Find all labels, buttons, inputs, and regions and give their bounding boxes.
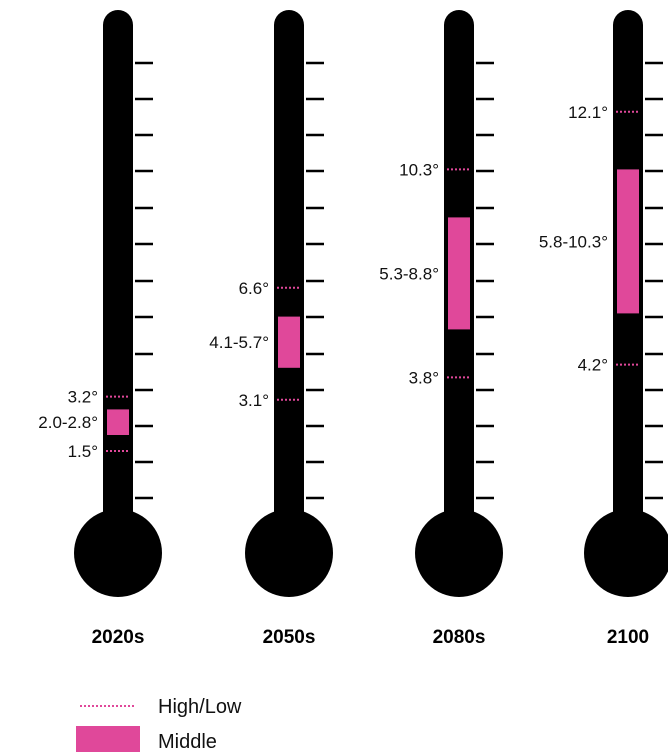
period-label: 2100 xyxy=(607,627,649,648)
thermometer-2050s: 6.6° 3.1° 4.1-5.7° 2050s xyxy=(209,10,333,648)
middle-range-label: 5.3-8.8° xyxy=(379,264,439,283)
legend-middle-swatch xyxy=(76,726,140,752)
thermometer-bulb xyxy=(245,509,333,597)
low-label: 3.8° xyxy=(409,368,439,387)
thermometer-2080s: 10.3° 3.8° 5.3-8.8° 2080s xyxy=(379,10,503,648)
middle-range-label: 5.8-10.3° xyxy=(539,232,608,251)
thermometer-tube xyxy=(103,10,133,553)
thermometer-bulb xyxy=(415,509,503,597)
middle-range-bar xyxy=(448,217,470,330)
high-label: 6.6° xyxy=(239,279,269,298)
thermometers: 3.2° 1.5° 2.0-2.8° 2020s 6.6° 3.1° 4.1-5.7° 205… xyxy=(38,10,668,648)
thermometer-2100: 12.1° 4.2° 5.8-10.3° 2100 xyxy=(539,10,668,648)
thermometer-bulb xyxy=(74,509,162,597)
high-label: 10.3° xyxy=(399,160,439,179)
thermometer-tube xyxy=(274,10,304,553)
high-label: 3.2° xyxy=(68,388,98,407)
middle-range-bar xyxy=(278,316,300,368)
legend-high-low-label: High/Low xyxy=(158,696,242,718)
low-label: 4.2° xyxy=(578,356,608,375)
middle-range-bar xyxy=(617,169,639,314)
middle-range-label: 2.0-2.8° xyxy=(38,413,98,432)
legend: High/Low Middle xyxy=(76,696,242,753)
thermometer-bulb xyxy=(584,509,668,597)
middle-range-bar xyxy=(107,409,129,435)
legend-middle-label: Middle xyxy=(158,731,217,753)
thermometer-2020s: 3.2° 1.5° 2.0-2.8° 2020s xyxy=(38,10,162,648)
low-label: 3.1° xyxy=(239,391,269,410)
low-label: 1.5° xyxy=(68,442,98,461)
middle-range-label: 4.1-5.7° xyxy=(209,333,269,352)
high-label: 12.1° xyxy=(568,103,608,122)
period-label: 2080s xyxy=(433,627,486,648)
period-label: 2020s xyxy=(92,627,145,648)
period-label: 2050s xyxy=(263,627,316,648)
